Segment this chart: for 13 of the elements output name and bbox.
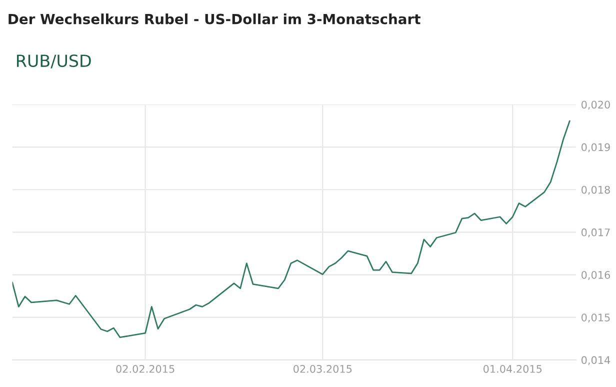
y-tick-label: 0,020: [582, 100, 610, 110]
line-series: [12, 120, 570, 338]
y-tick-label: 0,018: [582, 186, 610, 195]
chart-subtitle: RUB/USD: [17, 54, 91, 68]
x-tick-label: 01.04.2015: [483, 364, 542, 373]
y-tick-label: 0,019: [582, 143, 610, 152]
x-tick-label: 02.03.2015: [294, 364, 352, 373]
y-tick-label: 0,017: [582, 228, 610, 238]
chart-title: Der Wechselkurs Rubel - US-Dollar im 3-Monatschart: [8, 14, 420, 24]
x-tick-label: 02.02.2015: [116, 364, 174, 373]
y-tick-label: 0,014: [582, 356, 610, 366]
y-tick-label: 0,016: [582, 270, 610, 280]
y-tick-label: 0,015: [582, 314, 610, 323]
